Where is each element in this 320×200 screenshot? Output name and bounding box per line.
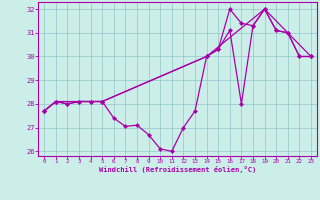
X-axis label: Windchill (Refroidissement éolien,°C): Windchill (Refroidissement éolien,°C) bbox=[99, 166, 256, 173]
